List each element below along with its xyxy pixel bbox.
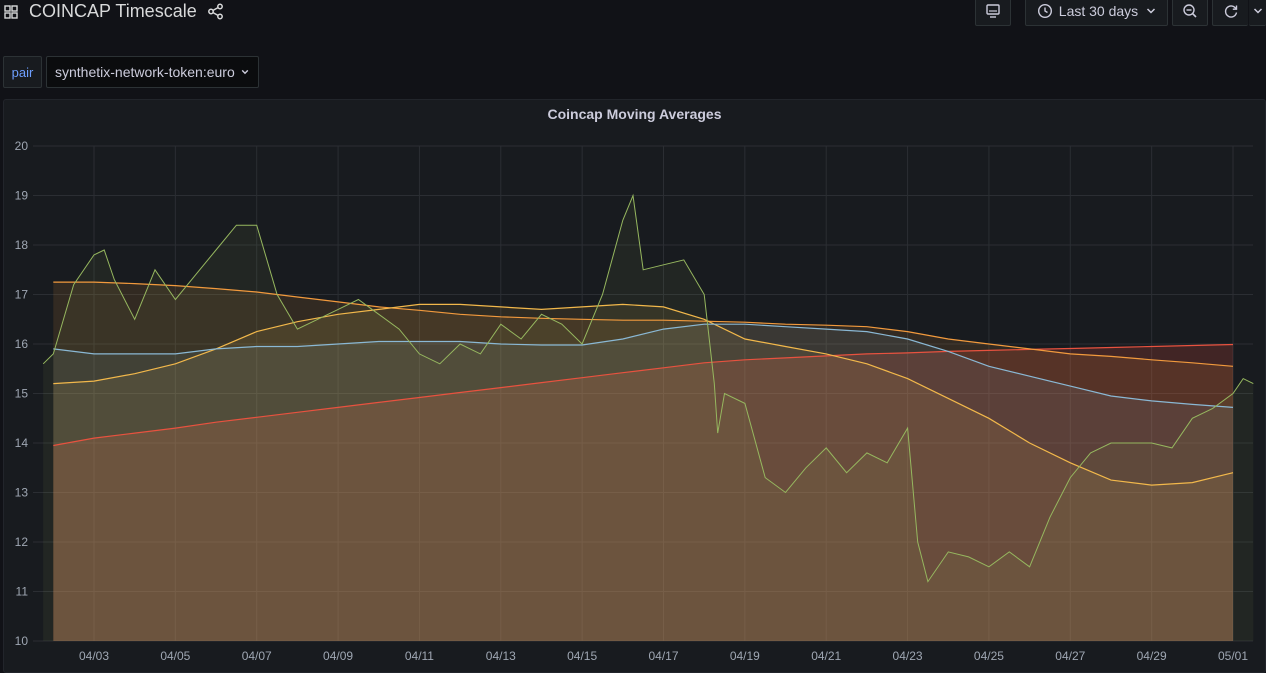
x-tick-label: 04/03	[79, 649, 109, 663]
y-tick-label: 14	[15, 436, 29, 450]
x-tick-label: 04/07	[242, 649, 272, 663]
y-tick-label: 15	[15, 387, 29, 401]
y-tick-label: 12	[15, 535, 29, 549]
x-tick-label: 04/15	[567, 649, 597, 663]
zoom-out-button[interactable]	[1172, 0, 1208, 26]
x-tick-label: 04/27	[1055, 649, 1085, 663]
tv-mode-button[interactable]	[975, 0, 1011, 26]
refresh-button[interactable]	[1212, 0, 1248, 26]
x-tick-label: 04/05	[160, 649, 190, 663]
moving-average-a-area	[53, 324, 1233, 641]
clock-icon	[1037, 3, 1052, 19]
moving-average-b-area	[53, 304, 1233, 641]
panel-title[interactable]: Coincap Moving Averages	[547, 106, 722, 122]
x-tick-label: 04/29	[1137, 649, 1167, 663]
x-tick-label: 04/25	[974, 649, 1004, 663]
y-tick-label: 17	[15, 288, 29, 302]
x-tick-label: 04/21	[811, 649, 841, 663]
moving-average-a-line	[53, 323, 1234, 408]
moving-averages-chart[interactable]: 10 11 12 13 14 15 16 17 18 19 20 04/03 04/05 04/07 04/…	[4, 100, 1265, 672]
moving-average-b-line	[53, 303, 1234, 486]
share-icon[interactable]	[207, 3, 224, 20]
price-series-area	[43, 195, 1254, 641]
x-tick-label: 04/17	[648, 649, 678, 663]
y-tick-label: 11	[16, 585, 29, 599]
time-range-picker[interactable]: Last 30 days	[1025, 0, 1168, 26]
y-tick-label: 20	[15, 139, 29, 153]
y-tick-label: 18	[15, 238, 29, 252]
price-series-line	[42, 193, 1254, 583]
y-tick-label: 16	[15, 337, 29, 351]
dashboards-grid-icon[interactable]	[4, 5, 18, 19]
moving-average-c-line	[53, 281, 1234, 367]
x-tick-label: 04/11	[405, 649, 434, 663]
monitor-icon	[986, 4, 1000, 18]
zoom-out-icon	[1183, 4, 1197, 18]
y-tick-label: 19	[15, 189, 29, 203]
variable-select-pair[interactable]: synthetix-network-token:euro	[46, 56, 259, 88]
chart-panel[interactable]: Coincap Moving Averages 10 11 12 13 14 15 16 17…	[3, 99, 1266, 673]
chevron-down-icon	[241, 69, 249, 75]
time-range-label: Last 30 days	[1058, 3, 1139, 19]
y-tick-label: 10	[15, 634, 29, 648]
y-tick-label: 13	[15, 486, 29, 500]
chevron-down-icon	[1253, 8, 1262, 14]
variable-value: synthetix-network-token:euro	[55, 64, 235, 80]
x-tick-label: 04/09	[323, 649, 353, 663]
moving-average-c-area	[53, 282, 1233, 641]
chevron-down-icon	[1147, 8, 1156, 14]
x-tick-label: 04/23	[893, 649, 923, 663]
x-tick-label: 04/19	[730, 649, 760, 663]
variable-label-pair: pair	[3, 56, 42, 88]
dashboard-title[interactable]: COINCAP Timescale	[29, 1, 197, 21]
x-tick-label: 04/13	[486, 649, 516, 663]
top-bar: COINCAP Timescale Last 30 days	[0, 0, 1266, 30]
refresh-icon	[1224, 5, 1237, 18]
refresh-interval-dropdown[interactable]	[1249, 0, 1266, 26]
x-tick-label: 05/01	[1218, 649, 1248, 663]
